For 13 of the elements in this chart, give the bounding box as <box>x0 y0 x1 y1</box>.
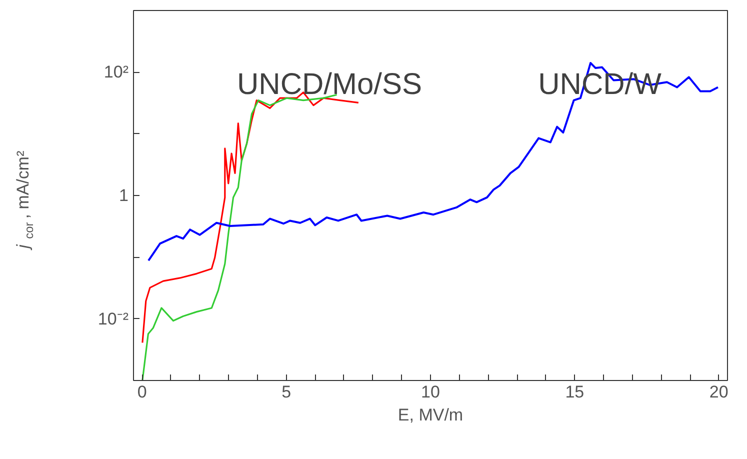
x-tick-label: 0 <box>137 382 147 402</box>
y-tick-label: 1 <box>119 186 129 205</box>
x-tick-label: 20 <box>709 382 728 402</box>
x-axis-title: E, MV/m <box>398 406 464 424</box>
x-tick-label: 15 <box>565 382 584 402</box>
annotation: UNCD/Mo/SS <box>237 68 422 101</box>
y-tick-label: 10² <box>104 62 129 82</box>
line-series <box>147 62 719 262</box>
x-tick-label: 5 <box>282 382 292 402</box>
x-tick-label: 10 <box>421 382 440 402</box>
y-tick-label: 10⁻² <box>98 309 129 328</box>
y-axis-title: jcor, mA/cm² <box>14 150 36 250</box>
line-series <box>142 94 338 380</box>
